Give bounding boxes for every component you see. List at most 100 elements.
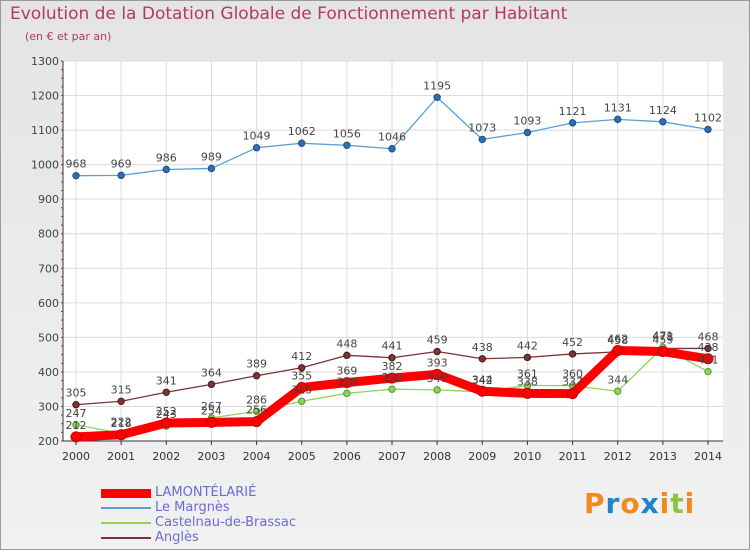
data-label: 286 bbox=[246, 393, 267, 406]
data-point bbox=[162, 388, 170, 396]
data-label: 438 bbox=[698, 341, 719, 354]
y-tick-label: 1300 bbox=[31, 55, 59, 68]
data-point bbox=[388, 385, 396, 393]
series-3 bbox=[72, 344, 712, 409]
data-label: 986 bbox=[156, 151, 177, 164]
data-label: 247 bbox=[66, 407, 87, 420]
data-point bbox=[70, 431, 82, 443]
data-label: 448 bbox=[336, 337, 357, 350]
logo-letter: r bbox=[605, 487, 621, 520]
legend-label: LAMONTÉLARIÉ bbox=[155, 485, 257, 500]
x-tick-label: 2011 bbox=[559, 450, 587, 463]
data-label: 412 bbox=[291, 350, 312, 363]
data-point bbox=[343, 389, 351, 398]
y-tick-label: 700 bbox=[38, 262, 59, 275]
data-label: 254 bbox=[201, 404, 222, 417]
x-tick-label: 2012 bbox=[604, 450, 632, 463]
data-point bbox=[433, 386, 441, 394]
data-label: 341 bbox=[156, 374, 177, 387]
data-point bbox=[704, 344, 712, 353]
data-point bbox=[251, 416, 263, 428]
y-tick-label: 400 bbox=[38, 366, 59, 379]
data-label: 315 bbox=[291, 383, 312, 396]
data-label: 364 bbox=[201, 366, 222, 379]
x-tick-label: 2002 bbox=[152, 450, 180, 463]
x-tick-label: 2010 bbox=[513, 450, 541, 463]
series-0 bbox=[70, 344, 714, 443]
data-point bbox=[521, 387, 533, 399]
data-label: 459 bbox=[652, 334, 673, 347]
proxiti-logo: Proxiti bbox=[584, 487, 695, 520]
data-point bbox=[388, 145, 396, 153]
x-tick-label: 2005 bbox=[288, 450, 316, 463]
data-label: 344 bbox=[472, 373, 493, 386]
data-label: 344 bbox=[607, 373, 628, 386]
logo-letter: i bbox=[684, 487, 696, 520]
x-tick-label: 2013 bbox=[649, 450, 677, 463]
logo-letter: i bbox=[659, 487, 671, 520]
data-point bbox=[207, 164, 216, 173]
data-label: 969 bbox=[111, 157, 132, 170]
data-point bbox=[72, 171, 80, 180]
logo-letter: P bbox=[584, 487, 606, 520]
data-label: 1062 bbox=[288, 125, 316, 138]
data-label: 452 bbox=[562, 336, 583, 349]
data-point bbox=[343, 351, 351, 360]
chart-subtitle: (en € et par an) bbox=[25, 30, 112, 43]
data-label: 478 bbox=[652, 330, 673, 343]
data-point bbox=[341, 377, 353, 389]
data-label: 438 bbox=[472, 341, 493, 354]
data-point bbox=[252, 372, 261, 380]
data-label: 243 bbox=[156, 408, 177, 421]
data-point bbox=[72, 421, 80, 429]
data-point bbox=[205, 416, 217, 428]
data-point bbox=[298, 397, 306, 405]
data-label: 459 bbox=[427, 334, 448, 347]
data-point bbox=[431, 368, 443, 380]
data-label: 458 bbox=[607, 334, 628, 347]
x-tick-label: 2004 bbox=[243, 450, 271, 463]
data-label: 1049 bbox=[243, 130, 271, 143]
data-label: 468 bbox=[698, 330, 719, 343]
series-1 bbox=[72, 93, 712, 180]
data-label: 1121 bbox=[559, 105, 587, 118]
y-tick-label: 1100 bbox=[31, 124, 59, 137]
data-label: 462 bbox=[607, 332, 628, 345]
legend-swatch bbox=[101, 507, 151, 509]
data-label: 389 bbox=[246, 358, 267, 371]
legend-label: Le Margnès bbox=[155, 500, 230, 515]
data-point bbox=[523, 353, 532, 362]
x-tick-label: 2007 bbox=[378, 450, 406, 463]
data-label: 305 bbox=[66, 387, 87, 400]
data-point bbox=[523, 128, 532, 137]
data-point bbox=[72, 401, 80, 409]
legend-label: Anglès bbox=[155, 530, 199, 545]
data-label: 989 bbox=[201, 150, 222, 163]
data-point bbox=[614, 387, 622, 395]
data-label: 1046 bbox=[378, 131, 406, 144]
y-tick-label: 800 bbox=[38, 228, 59, 241]
chart-title: Evolution de la Dotation Globale de Fonc… bbox=[10, 4, 568, 24]
data-point bbox=[612, 344, 624, 356]
data-label: 1131 bbox=[604, 101, 632, 114]
data-label: 315 bbox=[111, 383, 132, 396]
logo-letter: x bbox=[640, 487, 660, 520]
data-label: 252 bbox=[156, 405, 177, 418]
data-label: 441 bbox=[382, 340, 403, 353]
data-label: 218 bbox=[111, 417, 132, 430]
data-point bbox=[614, 115, 622, 124]
data-point bbox=[659, 118, 667, 126]
legend-label: Castelnau-de-Brassac bbox=[155, 515, 297, 530]
data-label: 1093 bbox=[513, 115, 541, 128]
x-tick-label: 2000 bbox=[62, 450, 90, 463]
y-tick-label: 300 bbox=[38, 400, 59, 413]
data-label: 361 bbox=[517, 367, 538, 380]
y-tick-label: 500 bbox=[38, 331, 59, 344]
data-point bbox=[298, 364, 306, 372]
data-label: 338 bbox=[517, 375, 538, 388]
x-tick-label: 2001 bbox=[107, 450, 135, 463]
data-point bbox=[386, 372, 398, 384]
legend-swatch bbox=[101, 488, 151, 498]
data-label: 442 bbox=[517, 339, 538, 352]
